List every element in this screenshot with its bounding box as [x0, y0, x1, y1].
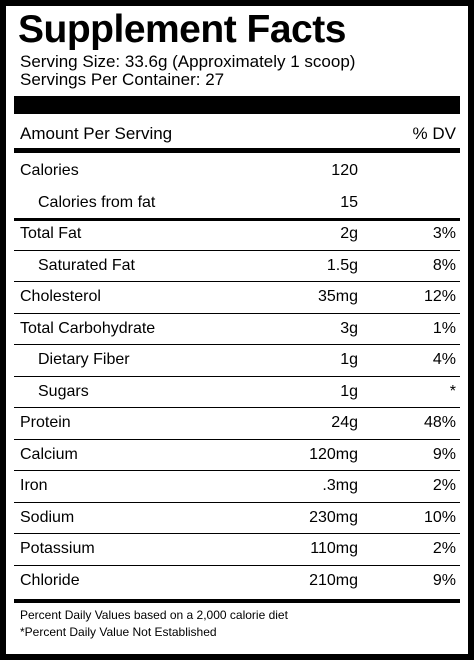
row-divider [14, 501, 460, 503]
nutrient-name: Saturated Fat [38, 256, 135, 274]
nutrient-name: Total Carbohydrate [20, 319, 156, 337]
footnote: *Percent Daily Value Not Established [20, 625, 217, 639]
nutrient-row: Calories from fat 15 [6, 188, 468, 219]
nutrient-name: Iron [20, 477, 48, 494]
divider-thick [14, 96, 460, 114]
nutrient-row: Iron .3mg 2% [6, 471, 468, 502]
nutrient-amount: 24g [331, 414, 358, 431]
nutrient-amount: 120mg [309, 445, 358, 463]
nutrient-row: Total Carbohydrate 3g 1% [6, 314, 468, 345]
nutrient-row: Dietary Fiber 1g 4% [6, 345, 468, 376]
nutrient-dv: 9% [432, 571, 456, 589]
row-divider [14, 312, 460, 314]
nutrient-amount: 1g [340, 382, 358, 400]
nutrient-name: Protein [20, 414, 71, 431]
nutrient-name: Calories [20, 162, 79, 179]
servings-per-container: Servings Per Container: 27 [20, 70, 225, 89]
nutrient-amount: 2g [340, 225, 358, 242]
nutrient-row: Calcium 120mg 9% [6, 440, 468, 471]
nutrient-dv: 8% [432, 256, 456, 274]
serving-size: Serving Size: 33.6g (Approximately 1 sco… [20, 52, 356, 71]
nutrient-name: Chloride [20, 571, 80, 589]
nutrient-row: Total Fat 2g 3% [6, 219, 468, 250]
row-divider [14, 218, 460, 221]
nutrient-amount: 1g [340, 351, 358, 368]
nutrient-name: Total Fat [20, 225, 82, 242]
nutrient-dv: 4% [432, 351, 456, 368]
nutrient-row: Saturated Fat 1.5g 8% [6, 251, 468, 282]
nutrient-dv: 1% [432, 319, 456, 337]
row-divider [14, 249, 460, 251]
row-divider [14, 344, 460, 345]
nutrient-amount: 210mg [309, 571, 358, 589]
nutrient-amount: 1.5g [326, 256, 358, 274]
nutrient-dv: 9% [432, 445, 456, 463]
row-divider [14, 470, 460, 471]
nutrient-row: Protein 24g 48% [6, 408, 468, 439]
divider-medium [14, 148, 460, 153]
nutrient-dv: 2% [432, 540, 456, 557]
nutrient-dv: 48% [423, 414, 456, 431]
title: Supplement Facts [18, 8, 346, 51]
nutrient-name: Calcium [20, 445, 78, 463]
nutrient-name: Cholesterol [20, 288, 101, 305]
nutrient-amount: .3mg [322, 477, 358, 494]
row-divider [14, 438, 460, 440]
nutrient-name: Calories from fat [38, 193, 156, 211]
nutrient-row: Chloride 210mg 9% [6, 566, 468, 597]
row-divider [14, 533, 460, 534]
nutrient-row: Sugars 1g * [6, 377, 468, 408]
nutrient-name: Dietary Fiber [38, 351, 130, 368]
nutrient-dv: 3% [432, 225, 456, 242]
nutrient-amount: 35mg [317, 288, 358, 305]
footnote: Percent Daily Values based on a 2,000 ca… [20, 608, 288, 622]
nutrient-dv: 10% [423, 508, 456, 526]
nutrient-dv: 12% [423, 288, 456, 305]
nutrient-amount: 110mg [310, 540, 358, 557]
nutrient-amount: 120 [331, 162, 358, 179]
divider-medium [14, 599, 460, 603]
row-divider [14, 375, 460, 377]
nutrient-dv: * [449, 382, 456, 400]
column-header: % DV [412, 124, 456, 143]
nutrient-amount: 3g [340, 319, 358, 337]
nutrient-row: Potassium 110mg 2% [6, 534, 468, 565]
row-divider [14, 407, 460, 408]
nutrient-name: Potassium [20, 540, 95, 557]
nutrient-amount: 230mg [309, 508, 358, 526]
nutrient-name: Sodium [20, 508, 75, 526]
row-divider [14, 281, 460, 282]
nutrient-amount: 15 [340, 193, 358, 211]
nutrient-row: Calories 120 [6, 156, 468, 187]
nutrient-dv: 2% [432, 477, 456, 494]
nutrient-row: Cholesterol 35mg 12% [6, 282, 468, 313]
nutrient-row: Sodium 230mg 10% [6, 503, 468, 534]
nutrient-name: Sugars [38, 382, 89, 400]
row-divider [14, 564, 460, 566]
column-header: Amount Per Serving [20, 124, 173, 143]
